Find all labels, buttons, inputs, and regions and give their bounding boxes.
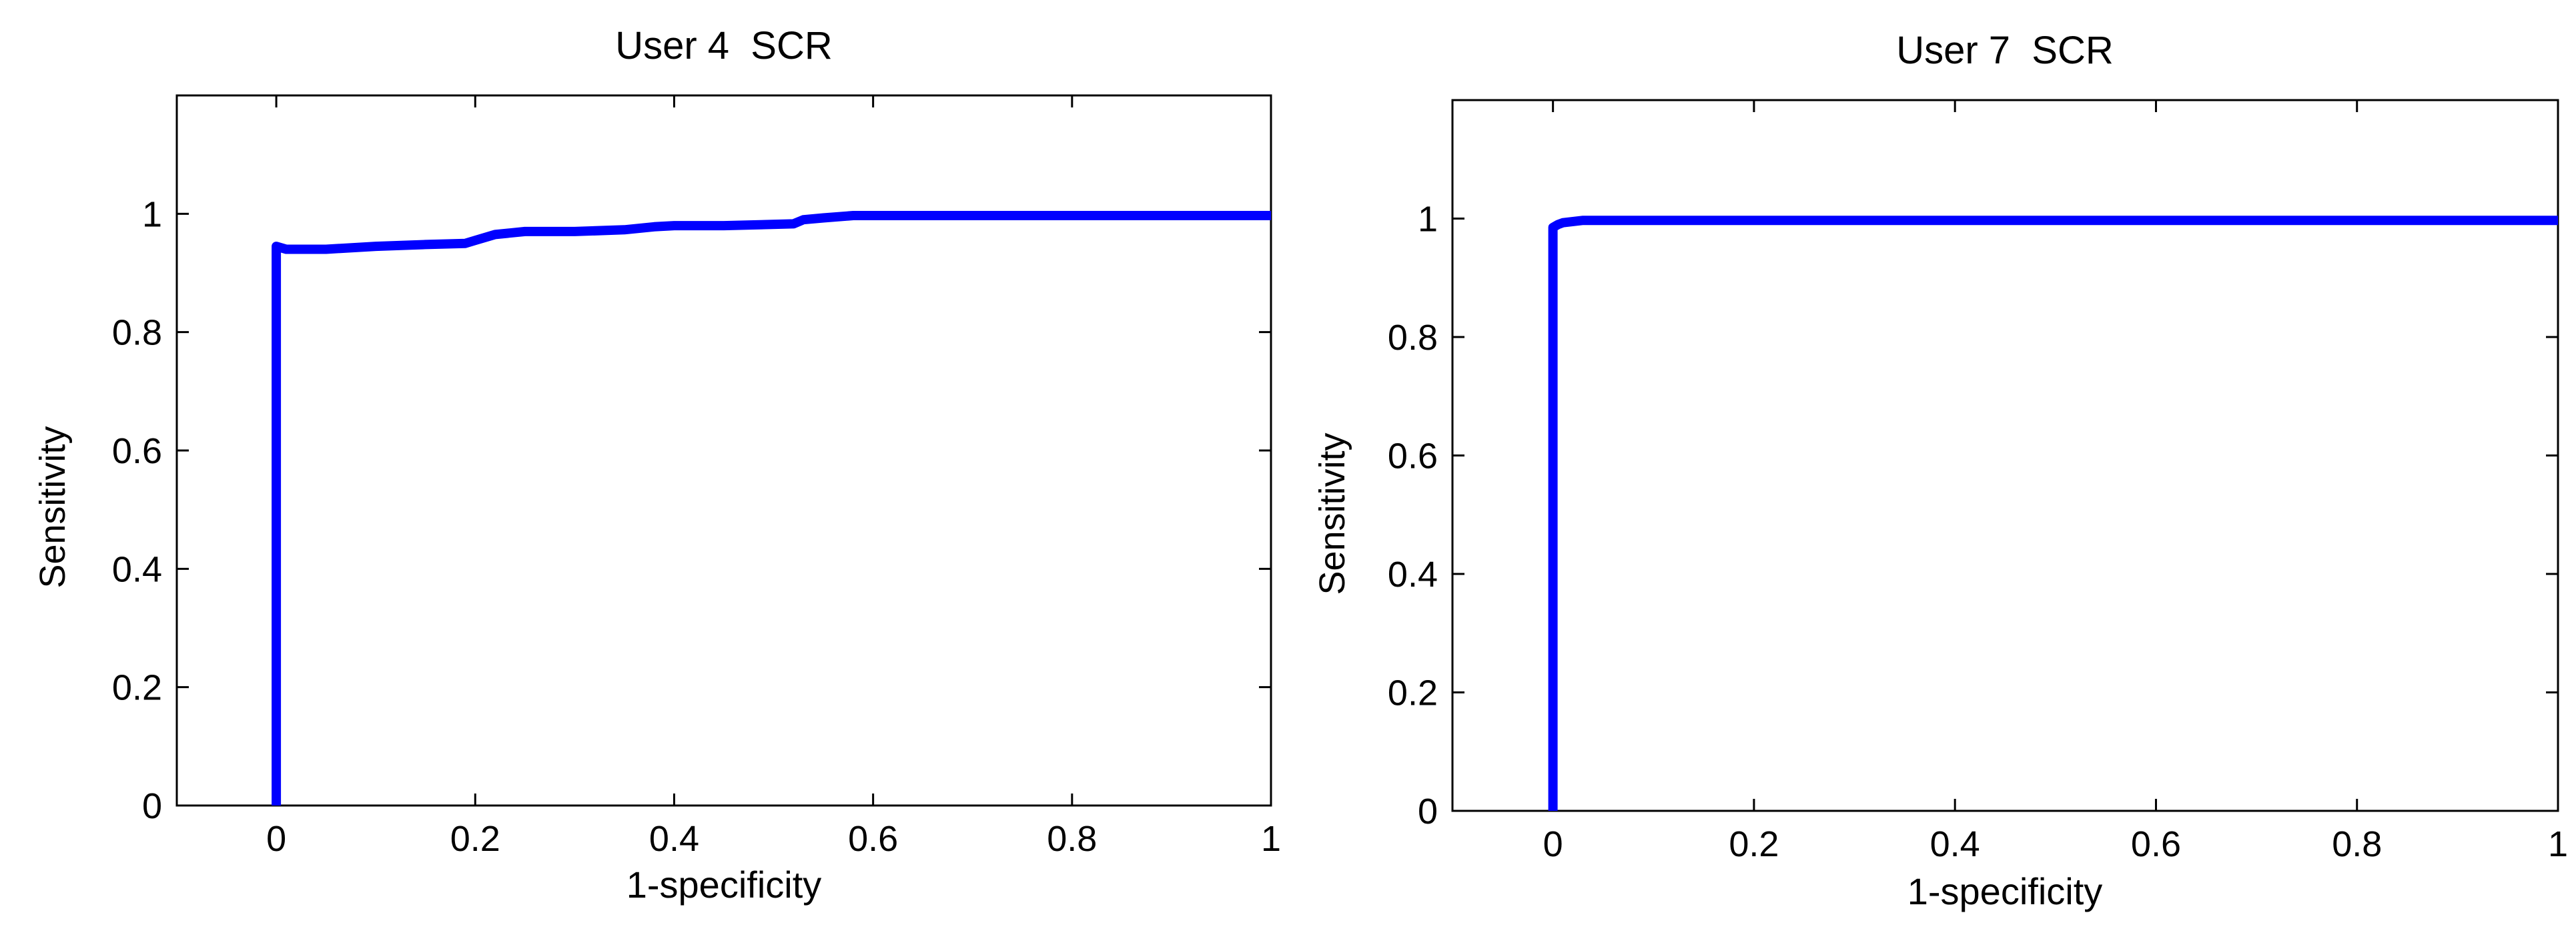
x-axis-label: 1-specificity <box>626 864 822 906</box>
x-axis-label: 1-specificity <box>1907 870 2103 912</box>
chart-panel-user-7: User 7 SCR 1-specificity Sensitivity 0 0.… <box>1312 29 2568 912</box>
y-tick-label: 0.6 <box>1388 436 1438 477</box>
x-tick-label: 1 <box>1261 819 1281 859</box>
y-tick-label: 1 <box>142 194 162 234</box>
chart-title: User 4 SCR <box>615 24 833 67</box>
y-tick-label: 0.8 <box>1388 318 1438 358</box>
y-axis-ticks: 0 0.2 0.4 0.6 0.8 1 <box>112 194 1271 826</box>
y-tick-label: 0.8 <box>112 313 162 353</box>
x-tick-label: 0.4 <box>649 819 699 859</box>
x-tick-label: 0.6 <box>848 819 898 859</box>
series-layer <box>1548 216 2558 811</box>
x-tick-label: 0.2 <box>1729 824 1779 864</box>
x-tick-label: 0.2 <box>450 819 500 859</box>
roc-curve-line <box>1548 216 2558 811</box>
y-tick-label: 0.2 <box>112 668 162 708</box>
roc-curve-line <box>272 211 1271 806</box>
x-tick-label: 0.4 <box>1930 824 1980 864</box>
y-tick-label: 0 <box>142 786 162 826</box>
y-tick-label: 0.4 <box>112 549 162 589</box>
y-axis-label: Sensitivity <box>33 426 73 588</box>
x-tick-label: 0.8 <box>2332 824 2382 864</box>
chart-panel-user-4: User 4 SCR 1-specificity Sensitivity 0 0.… <box>33 24 1281 906</box>
series-layer <box>272 211 1271 806</box>
x-axis-ticks: 0 0.2 0.4 0.6 0.8 1 <box>1543 100 2568 864</box>
x-tick-label: 1 <box>2548 824 2568 864</box>
chart-title: User 7 SCR <box>1896 29 2114 72</box>
y-tick-label: 0.2 <box>1388 673 1438 713</box>
x-tick-label: 0.8 <box>1047 819 1097 859</box>
x-tick-label: 0 <box>266 819 286 859</box>
y-tick-label: 0.4 <box>1388 555 1438 595</box>
y-axis-label: Sensitivity <box>1312 432 1352 595</box>
x-axis-ticks: 0 0.2 0.4 0.6 0.8 1 <box>266 95 1281 859</box>
y-tick-label: 0 <box>1418 792 1438 832</box>
x-tick-label: 0.6 <box>2131 824 2181 864</box>
y-tick-label: 0.6 <box>112 431 162 471</box>
x-tick-label: 0 <box>1543 824 1563 864</box>
y-tick-label: 1 <box>1418 200 1438 240</box>
